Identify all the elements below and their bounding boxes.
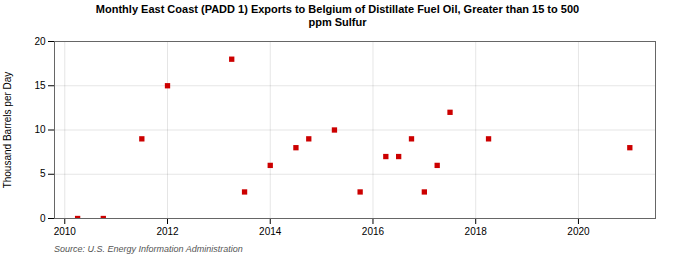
svg-text:2020: 2020 [567,226,590,237]
svg-text:10: 10 [34,125,46,136]
svg-text:5: 5 [40,169,46,180]
svg-text:15: 15 [34,80,46,91]
svg-text:2012: 2012 [156,226,179,237]
svg-text:2014: 2014 [259,226,282,237]
svg-text:2010: 2010 [54,226,77,237]
svg-text:2018: 2018 [465,226,488,237]
html-text:Monthly East Coast (PADD 1) Ex: Monthly East Coast (PADD 1) Exports to B… [95,3,580,29]
svg-text:20: 20 [34,36,46,47]
html-text:Source: U.S. Energy Informatio: Source: U.S. Energy Information Administ… [54,244,243,255]
svg-text:Thousand Barrels per Day: Thousand Barrels per Day [2,72,13,189]
svg-text:2016: 2016 [362,226,385,237]
svg-text:0: 0 [40,213,46,224]
